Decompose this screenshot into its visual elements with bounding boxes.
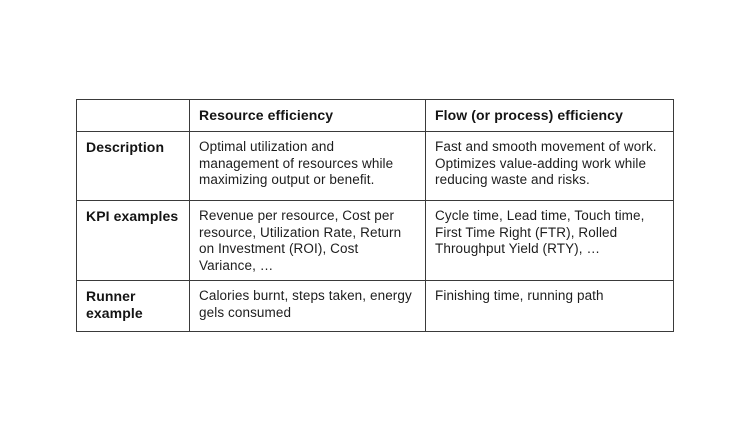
description-flow-cell: Fast and smooth movement of work. Optimi… — [425, 131, 674, 201]
description-resource-cell: Optimal utilization and management of re… — [189, 131, 426, 201]
efficiency-comparison-table: Resource efficiency Flow (or process) ef… — [76, 99, 674, 332]
header-flow-efficiency: Flow (or process) efficiency — [425, 99, 674, 132]
row-label-description: Description — [76, 131, 190, 201]
row-label-runner-example: Runner example — [76, 280, 190, 332]
header-resource-efficiency: Resource efficiency — [189, 99, 426, 132]
row-label-kpi-examples: KPI examples — [76, 200, 190, 281]
header-empty-cell — [76, 99, 190, 132]
kpi-flow-cell: Cycle time, Lead time, Touch time, First… — [425, 200, 674, 281]
runner-flow-cell: Finishing time, running path — [425, 280, 674, 332]
table-row-description: Description Optimal utilization and mana… — [76, 131, 674, 201]
table-row-kpi-examples: KPI examples Revenue per resource, Cost … — [76, 200, 674, 281]
runner-resource-cell: Calories burnt, steps taken, energy gels… — [189, 280, 426, 332]
table-header-row: Resource efficiency Flow (or process) ef… — [76, 99, 674, 132]
table-row-runner-example: Runner example Calories burnt, steps tak… — [76, 280, 674, 332]
kpi-resource-cell: Revenue per resource, Cost per resource,… — [189, 200, 426, 281]
